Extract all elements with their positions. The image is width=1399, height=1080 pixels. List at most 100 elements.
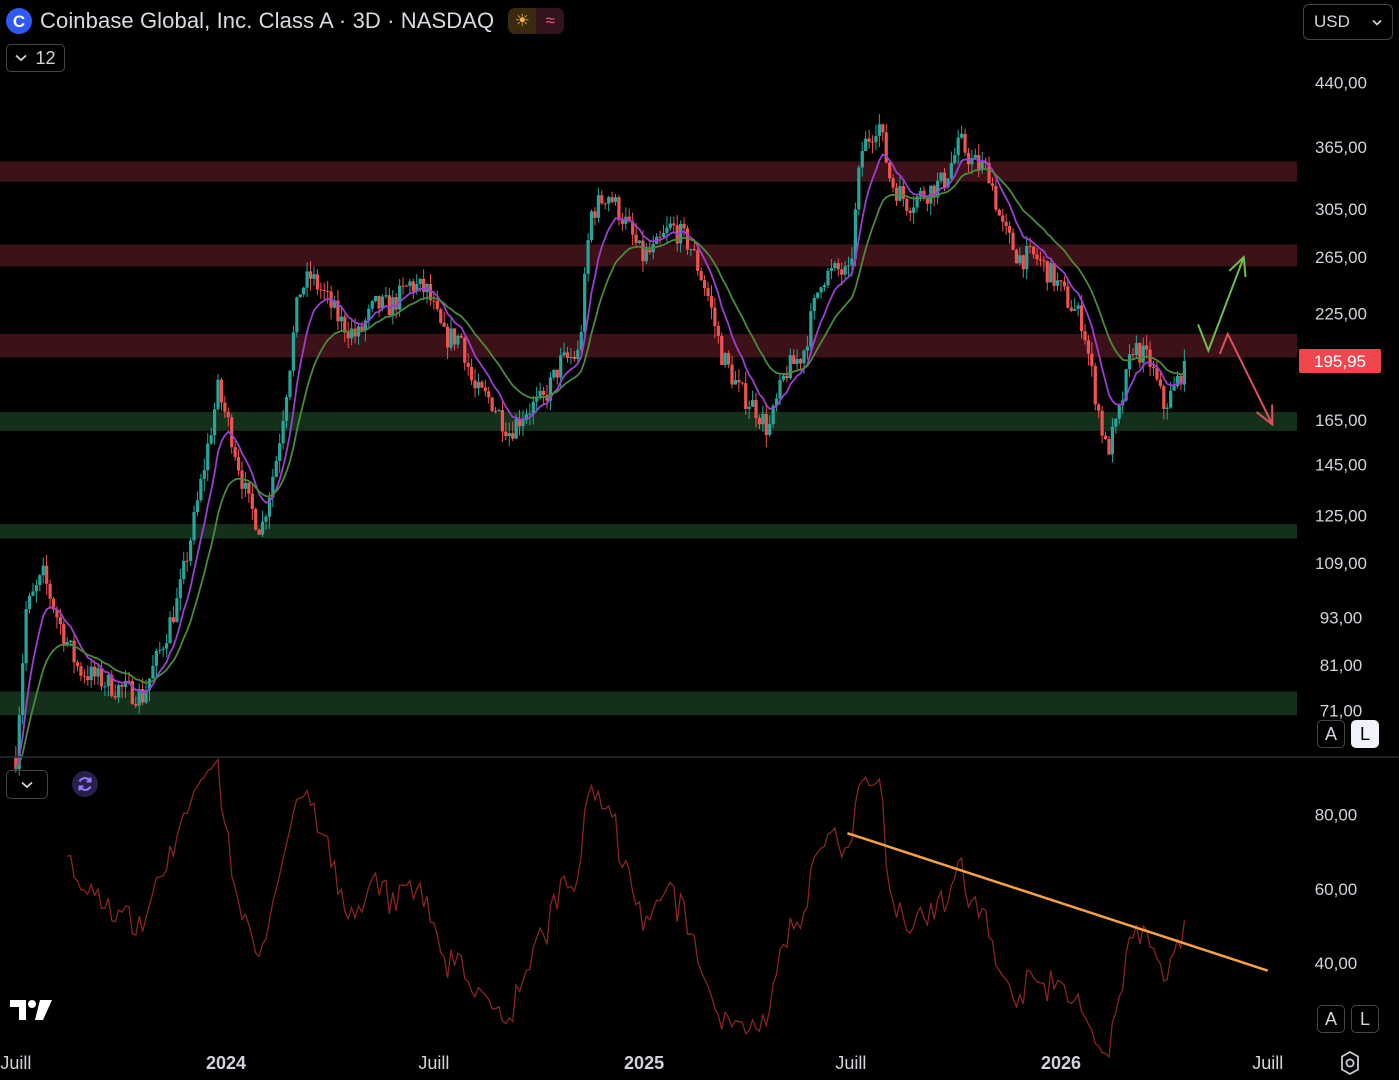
candle-body [901, 185, 905, 199]
symbol-title[interactable]: Coinbase Global, Inc. Class A · 3D · NAS… [40, 8, 495, 33]
candle-body [877, 124, 881, 137]
candle-body [48, 583, 52, 599]
rsi-auto-scale-button[interactable]: A [1317, 1005, 1345, 1033]
candle-body [254, 508, 258, 530]
candle-body [17, 715, 21, 770]
candle-body [305, 271, 309, 288]
candle-body [367, 308, 371, 321]
candle-body [535, 396, 539, 402]
session-badges: ☀ ≈ [508, 8, 565, 34]
candle-body [110, 674, 114, 697]
candle-body [428, 284, 433, 301]
candle-body [1165, 407, 1169, 409]
candle-body [1097, 404, 1101, 411]
candle-body [826, 270, 830, 286]
candle-body [798, 358, 803, 364]
candle-body [387, 295, 391, 316]
currency-select[interactable]: USD [1303, 4, 1393, 40]
candle-body [555, 369, 559, 378]
candle-body [490, 397, 494, 412]
refresh-icon[interactable] [72, 771, 98, 797]
candle-body [230, 417, 234, 448]
candle-body [147, 678, 152, 691]
candle-body [637, 240, 642, 243]
candle-body [840, 269, 844, 275]
chevron-down-icon [15, 54, 28, 62]
candle-body [96, 668, 100, 677]
candle-body [394, 297, 398, 310]
rsi-collapse-button[interactable] [6, 770, 48, 799]
auto-scale-button[interactable]: A [1317, 720, 1345, 748]
candle-body [62, 624, 66, 645]
candle-body [569, 356, 573, 358]
sun-icon[interactable]: ☀ [508, 8, 537, 34]
candle-body [973, 155, 977, 159]
candle-body [93, 666, 97, 677]
candle-body [668, 223, 672, 228]
candle-body [764, 413, 768, 435]
candle-body [363, 320, 367, 331]
candle-body [997, 209, 1001, 216]
candle-body [1103, 435, 1108, 439]
candle-body [1076, 305, 1080, 309]
candle-body [511, 433, 515, 439]
wave-icon[interactable]: ≈ [536, 8, 565, 34]
candle-body [398, 285, 402, 310]
candle-body [31, 591, 35, 596]
candle-body [86, 676, 90, 681]
candle-body [216, 379, 220, 410]
log-scale-button[interactable]: L [1351, 720, 1379, 748]
candle-body [1052, 263, 1056, 286]
candle-body [593, 211, 597, 218]
candle-body [271, 476, 275, 498]
candle-body [737, 380, 741, 383]
candle-body [456, 335, 460, 345]
ema-slow-line [15, 167, 1185, 770]
candle-body [446, 326, 450, 348]
candle-body [836, 263, 840, 270]
candle-body [171, 617, 176, 623]
candle-body [158, 649, 162, 651]
candle-body [165, 643, 169, 649]
candle-body [449, 328, 453, 348]
candle-body [607, 197, 611, 204]
candle-body [1028, 246, 1032, 248]
candle-body [291, 332, 295, 371]
zone-support [0, 691, 1297, 716]
candle-body [867, 138, 871, 142]
ema-layer [14, 153, 1186, 770]
currency-value: USD [1314, 12, 1350, 31]
candle-body [154, 650, 158, 667]
chevron-down-icon [21, 781, 33, 788]
indicator-collapse-button[interactable]: 12 [6, 44, 65, 72]
candle-body [199, 478, 203, 501]
candle-body [195, 500, 200, 513]
candle-body [631, 221, 635, 235]
candle-body [117, 684, 121, 698]
candle-body [1145, 345, 1149, 350]
current-price-badge [1299, 349, 1381, 374]
candle-body [500, 410, 505, 432]
logo-letter: C [12, 11, 26, 31]
candle-body [1141, 345, 1145, 363]
candle-body [1127, 354, 1132, 370]
candle-body [274, 460, 278, 477]
candle-body [1090, 353, 1094, 367]
candle-body [829, 267, 834, 271]
rsi-line [67, 757, 1186, 1059]
candle-body [182, 560, 186, 580]
time-tick-label: 2024 [206, 1053, 246, 1073]
settings-gear-icon[interactable] [1337, 1050, 1363, 1076]
candle-body [507, 433, 511, 437]
candle-body [1172, 386, 1176, 391]
rsi-log-scale-button[interactable]: L [1351, 1005, 1379, 1033]
candle-body [864, 138, 868, 152]
candle-body [1014, 249, 1019, 264]
price-axis: 440,00 365,00 305,00 265,00 225,00 195,95 165,… [1299, 74, 1381, 720]
candle-body [565, 352, 570, 358]
candle-body [757, 418, 762, 425]
candle-body [898, 185, 902, 201]
candle-body [1162, 386, 1166, 409]
candle-body [891, 178, 895, 188]
